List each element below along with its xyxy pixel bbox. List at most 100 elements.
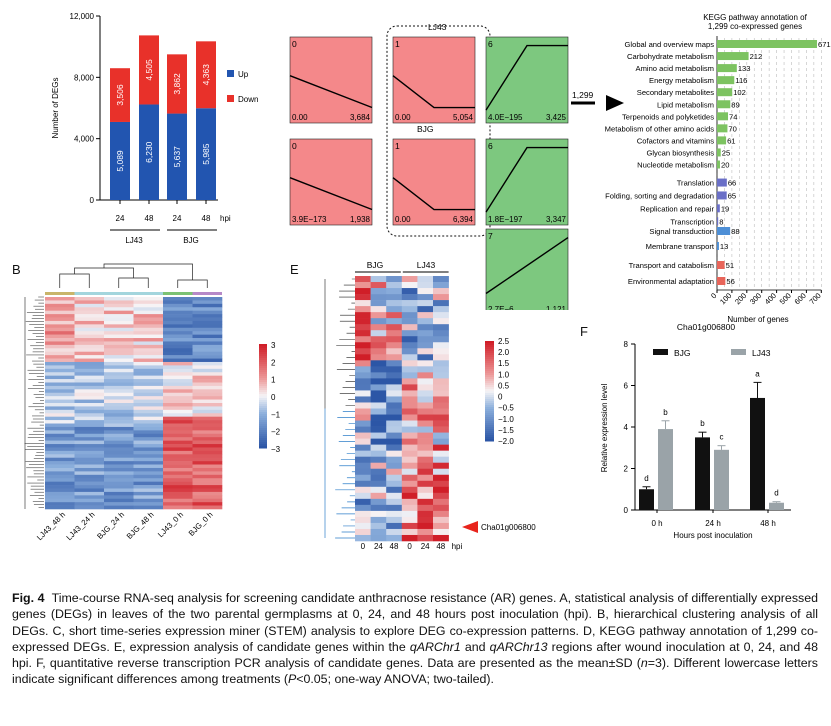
e-heatmap-cell (417, 294, 434, 301)
kegg-bar (717, 136, 727, 145)
b-heatmap-cell (74, 310, 105, 315)
b-heatmap-cell (74, 334, 105, 339)
b-heatmap-cell (163, 385, 193, 390)
b-heatmap-cell (133, 416, 164, 421)
b-heatmap-cell (45, 485, 75, 489)
e-heatmap-cell (386, 282, 403, 289)
b-heatmap-cell (192, 426, 223, 431)
kegg-category-label: Transport and catabolism (629, 261, 714, 270)
e-heatmap-cell (355, 516, 371, 524)
e-heatmap-cell (417, 384, 434, 391)
e-heatmap-cell (355, 330, 371, 337)
e-heatmap-cell (433, 432, 449, 439)
b-heatmap-cell (45, 324, 75, 329)
e-scale-step (485, 439, 494, 442)
b-heatmap-cell (133, 307, 164, 311)
e-heatmap-cell (417, 474, 434, 482)
b-heatmap-cell (45, 365, 75, 370)
b-heatmap-cell (74, 413, 105, 417)
e-heatmap-cell (417, 456, 434, 464)
b-heatmap-cell (104, 505, 134, 510)
e-heatmap-cell (355, 498, 371, 506)
e-heatmap-cell (355, 534, 371, 542)
b-heatmap-cell (104, 344, 134, 349)
e-heatmap-cell (401, 486, 418, 494)
b-heatmap-cell (133, 303, 164, 308)
e-heatmap-cell (401, 516, 418, 524)
e-heatmap-cell (370, 474, 387, 482)
e-heatmap-cell (417, 480, 434, 488)
b-heatmap-cell (133, 314, 164, 318)
b-heatmap-cell (163, 351, 193, 356)
e-scale-step (485, 427, 494, 430)
panel-a-chart: 0 4,000 8,000 12,000 Number of DEGs 24 48 24 48 h… (51, 12, 258, 245)
b-heatmap-cell (74, 457, 105, 462)
b-scale-step (259, 444, 267, 447)
e-heatmap-cell (433, 276, 449, 283)
f-y-tick-label: 2 (624, 465, 629, 474)
b-heatmap-cell (163, 389, 193, 394)
e-heatmap-cell (370, 480, 387, 488)
e-heatmap-cell (417, 360, 434, 367)
kegg-bar (717, 100, 731, 109)
kegg-bar (717, 204, 720, 213)
e-heatmap-cell (370, 462, 387, 470)
e-x-tick-label: 24 (374, 542, 383, 551)
b-heatmap-cell (133, 420, 164, 424)
b-heatmap-cell (45, 399, 75, 404)
e-heatmap-cell (386, 414, 403, 421)
kegg-bar (717, 148, 721, 157)
b-heatmap-cell (163, 416, 193, 421)
e-heatmap-cell (386, 306, 403, 313)
e-scale-step (485, 359, 494, 362)
b-heatmap-cell (74, 392, 105, 397)
b-heatmap-cell (192, 444, 223, 448)
f-x-tick-label: 48 h (760, 519, 776, 528)
b-scale-tick-label: 3 (271, 341, 276, 350)
b-heatmap-cell (45, 491, 75, 496)
stem-profile-line (289, 177, 373, 211)
arrow-head (606, 95, 624, 111)
b-heatmap-cell (192, 420, 223, 424)
b-heatmap-cell (45, 505, 75, 510)
b-heatmap-cell (133, 358, 164, 363)
b-heatmap-cell (133, 334, 164, 339)
b-heatmap-cell (192, 498, 223, 503)
e-heatmap-cell (433, 288, 449, 295)
kegg-bar (717, 52, 749, 61)
b-scale-tick-label: 2 (271, 358, 276, 367)
e-heatmap-cell (417, 402, 434, 409)
kegg-bars: Global and overview maps 671 Carbohydrate … (605, 36, 831, 306)
b-scale-step (259, 344, 267, 347)
b-heatmap-cell (74, 423, 105, 428)
e-heatmap-cell (417, 324, 434, 331)
e-heatmap-cell (433, 498, 449, 506)
b-heatmap-cell (45, 430, 75, 435)
b-heatmap-cell (74, 437, 105, 441)
b-column-annotation (104, 292, 134, 295)
e-heatmap-cell (417, 312, 434, 319)
caption-region1: qARChr1 (409, 639, 461, 654)
b-heatmap-cell (74, 420, 105, 424)
e-heatmap-cell (386, 522, 403, 530)
e-heatmap-cell (355, 450, 371, 457)
e-heatmap-cell (355, 444, 371, 451)
e-heatmap-cell (386, 378, 403, 385)
b-heatmap-cell (192, 430, 223, 435)
f-legend-label: LJ43 (752, 348, 771, 358)
kegg-category-label: Signal transduction (649, 227, 714, 236)
b-heatmap-cell (133, 382, 164, 387)
b-heatmap-cell (192, 372, 223, 376)
e-heatmap-cell (370, 348, 387, 355)
e-heatmap-cell (386, 318, 403, 325)
e-heatmap-cell (401, 378, 418, 385)
e-heatmap-cell (401, 390, 418, 397)
e-scale-step (485, 375, 494, 378)
b-heatmap-cell (104, 379, 134, 383)
f-bar (658, 429, 673, 510)
b-heatmap-cell (133, 409, 164, 414)
b-heatmap-cell (74, 485, 105, 489)
e-heatmap-cell (433, 462, 449, 470)
e-scale-step (485, 421, 494, 424)
b-heatmap-cell (45, 300, 75, 305)
